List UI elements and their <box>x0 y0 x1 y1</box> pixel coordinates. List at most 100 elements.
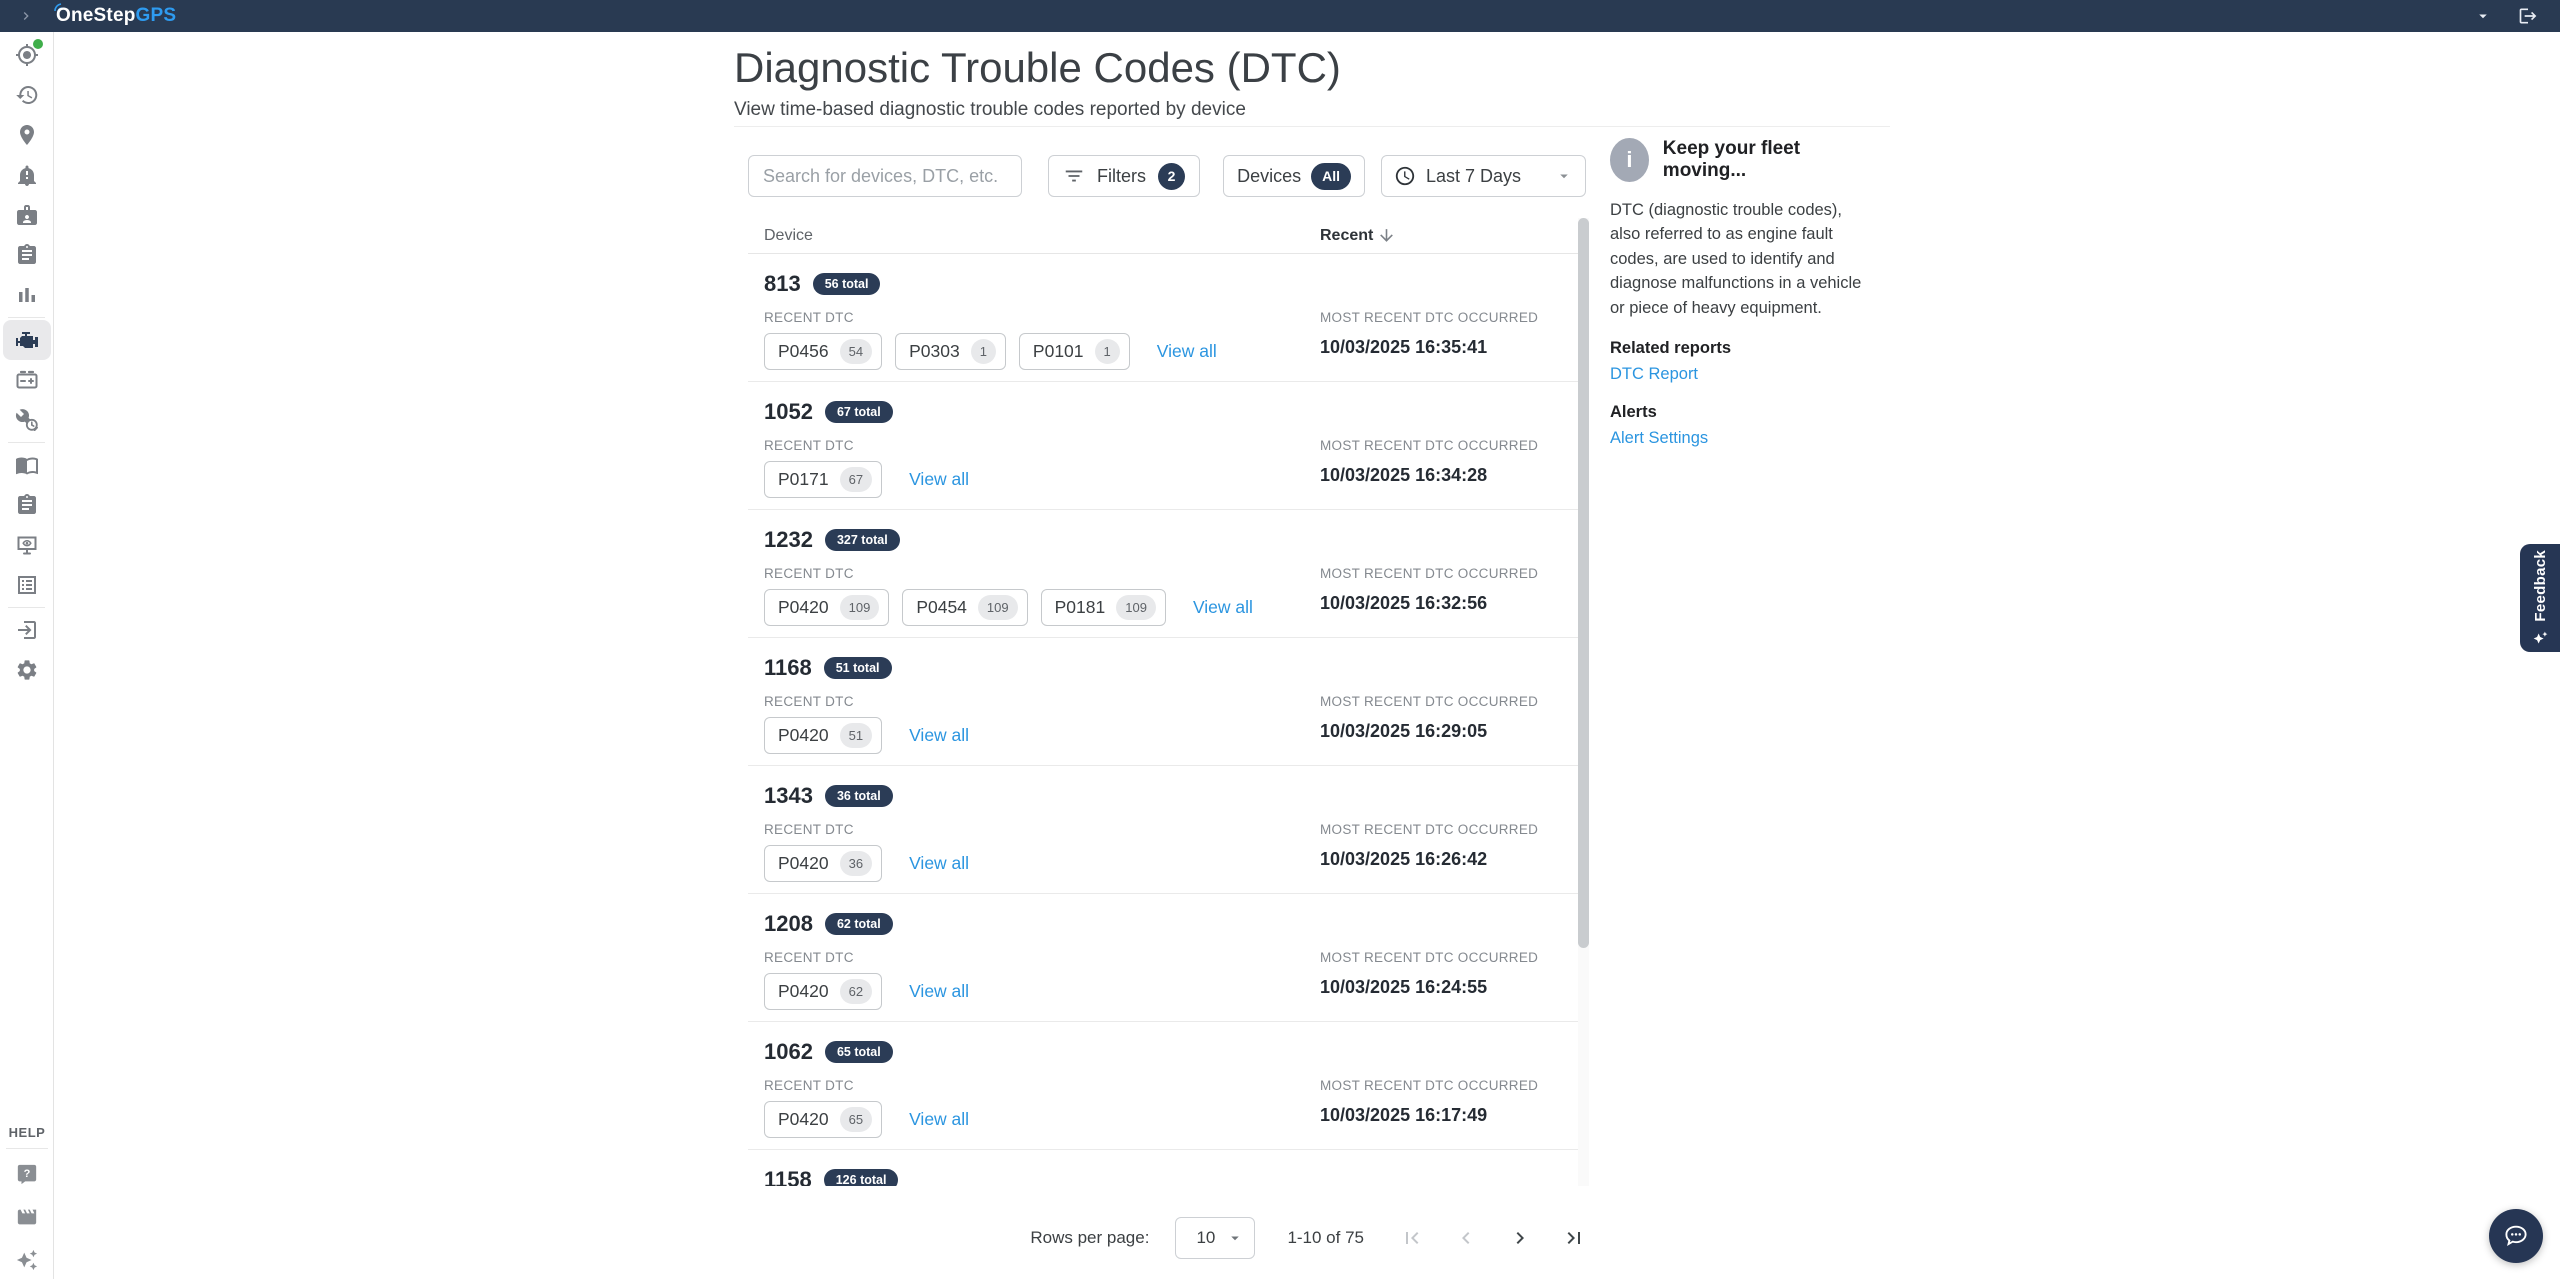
dtc-chip[interactable]: P0303 1 <box>895 333 1006 370</box>
previous-page-button[interactable] <box>1454 1226 1478 1250</box>
sidebar-expand-chevron-icon[interactable] <box>18 8 34 24</box>
sidebar-item-history[interactable] <box>3 75 51 115</box>
filters-count-badge: 2 <box>1158 162 1185 190</box>
report-clipboard-icon <box>18 244 36 264</box>
dtc-chip[interactable]: P0454 109 <box>902 589 1028 626</box>
dtc-chip[interactable]: P0420 65 <box>764 1101 883 1138</box>
dtc-chip[interactable]: P0420 62 <box>764 973 883 1010</box>
sidebar-item-alerts-bell[interactable] <box>3 155 51 195</box>
sidebar-divider <box>8 442 45 443</box>
view-all-link[interactable]: View all <box>909 469 970 489</box>
sidebar-item-video-tutorials[interactable] <box>3 1204 51 1230</box>
help-divider <box>6 1148 48 1149</box>
sidebar-item-dashcam-monitor[interactable] <box>3 525 51 565</box>
related-reports-heading: Related reports <box>1610 339 1732 358</box>
search-input[interactable] <box>748 155 1022 197</box>
dtc-count: 51 <box>839 723 873 748</box>
device-name[interactable]: 1158 <box>764 1167 812 1186</box>
info-panel-body: DTC (diagnostic trouble codes), also ref… <box>1610 201 1862 317</box>
dtc-chip[interactable]: P0181 109 <box>1040 589 1166 626</box>
column-header-recent[interactable]: Recent <box>1320 226 1396 245</box>
dtc-chips: P0420 36 View all <box>764 845 1571 882</box>
sidebar-item-exit-app[interactable] <box>3 610 51 650</box>
feedback-tab[interactable]: Feedback <box>2520 544 2560 652</box>
view-all-link[interactable]: View all <box>1192 597 1253 617</box>
sidebar-item-driver-badge[interactable] <box>3 195 51 235</box>
account-caret-icon[interactable] <box>2474 7 2492 25</box>
sidebar-item-logbook[interactable] <box>3 445 51 485</box>
dtc-chip[interactable]: P0420 109 <box>764 589 890 626</box>
sidebar-item-maintenance-wrench[interactable] <box>3 400 51 440</box>
chat-bubble-icon <box>2505 1225 2527 1247</box>
most-recent-label: MOST RECENT DTC OCCURRED <box>1320 1078 1539 1093</box>
view-all-link[interactable]: View all <box>909 1109 970 1129</box>
sidebar-item-report-clipboard[interactable] <box>3 235 51 275</box>
dtc-code: P0456 <box>778 341 829 361</box>
dtc-chip[interactable]: P0420 36 <box>764 845 883 882</box>
car-battery-icon <box>16 370 38 389</box>
dtc-code: P0420 <box>778 725 829 745</box>
sidebar-item-car-battery[interactable] <box>3 360 51 400</box>
dtc-code: P0420 <box>778 981 829 1001</box>
dashcam-monitor-icon <box>17 536 37 555</box>
device-name[interactable]: 1168 <box>764 655 812 680</box>
table-row: 1343 36 total RECENT DTC P0420 36 View all MOS… <box>748 766 1589 894</box>
logo-signal-arcs-icon <box>52 1 66 12</box>
info-panel-title: Keep your fleet moving... <box>1662 138 1801 181</box>
dtc-chips: P0420 109 P0454 109 P0181 109 View all <box>764 589 1571 626</box>
rows-per-page-select[interactable]: 10 <box>1175 1217 1256 1259</box>
device-name[interactable]: 1232 <box>764 527 813 552</box>
table-row: 1168 51 total RECENT DTC P0420 51 View all MOS… <box>748 638 1589 766</box>
device-name[interactable]: 1343 <box>764 783 813 808</box>
devices-all-badge: All <box>1311 162 1351 190</box>
sidebar-item-places-pin[interactable] <box>3 115 51 155</box>
next-page-button[interactable] <box>1508 1226 1532 1250</box>
dtc-count: 54 <box>839 339 873 364</box>
bar-chart-icon <box>19 288 35 302</box>
device-total-badge: 67 total <box>824 401 893 423</box>
column-header-device[interactable]: Device <box>764 226 813 244</box>
info-panel: i Keep your fleet moving... DTC (diagnos… <box>1610 138 1862 448</box>
sidebar-item-bar-chart[interactable] <box>3 275 51 315</box>
exit-app-icon <box>18 621 36 639</box>
view-all-link[interactable]: View all <box>909 981 970 1001</box>
filters-button[interactable]: Filters 2 <box>1048 155 1200 197</box>
sidebar-item-engine-dtc[interactable] <box>3 320 51 360</box>
device-total-badge: 56 total <box>812 273 881 295</box>
sort-arrow-down-icon <box>1380 229 1394 242</box>
logout-icon[interactable] <box>2518 6 2538 26</box>
device-name[interactable]: 1208 <box>764 911 813 936</box>
date-range-button[interactable]: Last 7 Days <box>1381 155 1586 197</box>
view-all-link[interactable]: View all <box>1156 341 1217 361</box>
scrollbar-thumb[interactable] <box>1578 218 1589 948</box>
dtc-chip[interactable]: P0420 51 <box>764 717 883 754</box>
dtc-report-link[interactable]: DTC Report <box>1610 365 1699 384</box>
info-icon: i <box>1610 138 1649 182</box>
dtc-code: P0181 <box>1054 597 1106 617</box>
alert-settings-link[interactable]: Alert Settings <box>1610 429 1709 448</box>
sidebar-item-forms-clipboard[interactable] <box>3 485 51 525</box>
sidebar-item-help-question[interactable]: ? <box>3 1161 51 1187</box>
device-name[interactable]: 813 <box>764 271 801 296</box>
onestepgps-logo[interactable]: OneStepGPS <box>56 5 176 27</box>
first-page-button[interactable] <box>1400 1226 1424 1250</box>
sidebar-item-settings-gear[interactable] <box>3 650 51 690</box>
sidebar-item-list-alt[interactable] <box>3 565 51 605</box>
device-name[interactable]: 1062 <box>764 1039 813 1064</box>
view-all-link[interactable]: View all <box>909 853 970 873</box>
scrollbar-track[interactable] <box>1578 218 1589 1186</box>
dtc-chip[interactable]: P0456 54 <box>764 333 883 370</box>
device-name[interactable]: 1052 <box>764 399 813 424</box>
devices-button[interactable]: Devices All <box>1223 155 1365 197</box>
help-label: HELP <box>8 1125 46 1140</box>
pagination-range: 1-10 of 75 <box>1287 1228 1364 1247</box>
last-page-button[interactable] <box>1562 1226 1586 1250</box>
sidebar-item-location-crosshair[interactable] <box>3 35 51 75</box>
location-crosshair-icon <box>16 44 38 66</box>
dtc-chip[interactable]: P0101 1 <box>1018 333 1130 370</box>
chat-button[interactable] <box>2489 1209 2543 1263</box>
device-total-badge: 62 total <box>824 913 893 935</box>
view-all-link[interactable]: View all <box>909 725 970 745</box>
dtc-chip[interactable]: P0171 67 <box>764 461 883 498</box>
sidebar-item-whats-new-sparkles[interactable] <box>3 1247 51 1273</box>
